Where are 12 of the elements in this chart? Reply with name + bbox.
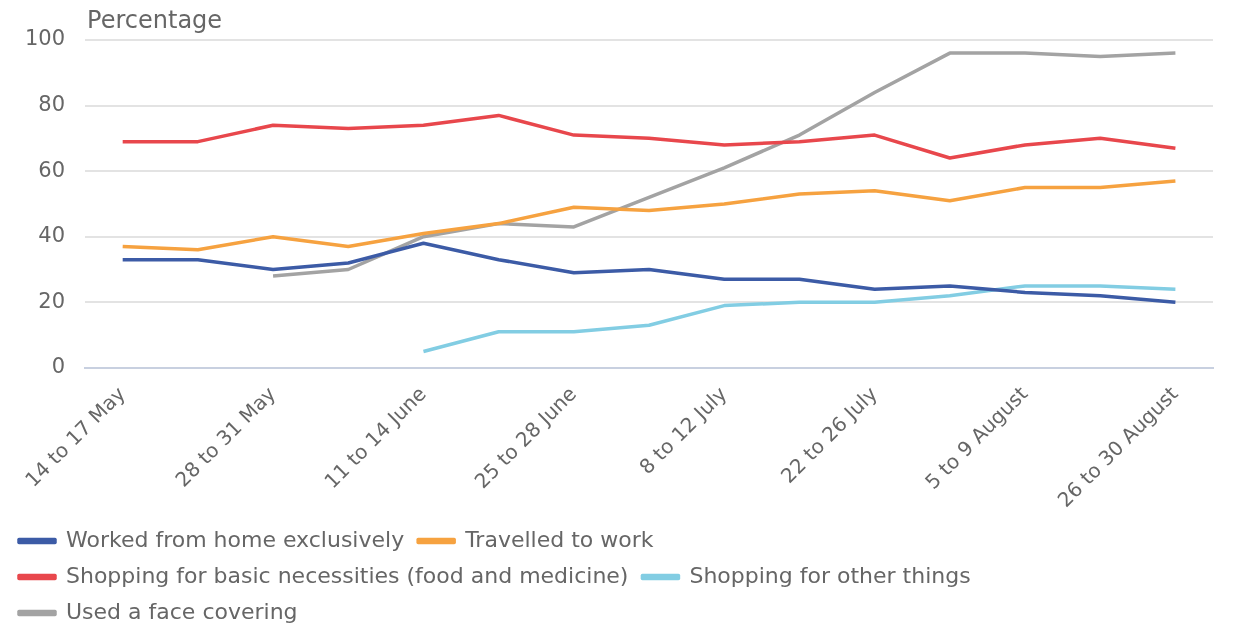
y-axis-title: Percentage — [87, 6, 223, 35]
y-tick-label: 0 — [51, 354, 66, 379]
y-tick-label: 60 — [38, 157, 66, 182]
y-tick-label: 100 — [24, 26, 66, 51]
y-tick-label: 20 — [38, 288, 66, 313]
y-tick-label: 80 — [38, 92, 66, 117]
legend-label: Worked from home exclusively — [66, 526, 405, 552]
y-tick-label: 40 — [38, 223, 66, 248]
legend-label: Used a face covering — [66, 598, 298, 624]
legend-label: Shopping for other things — [689, 562, 971, 588]
legend-label: Shopping for basic necessities (food and medicine) — [66, 562, 629, 588]
legend-label: Travelled to work — [464, 526, 654, 552]
